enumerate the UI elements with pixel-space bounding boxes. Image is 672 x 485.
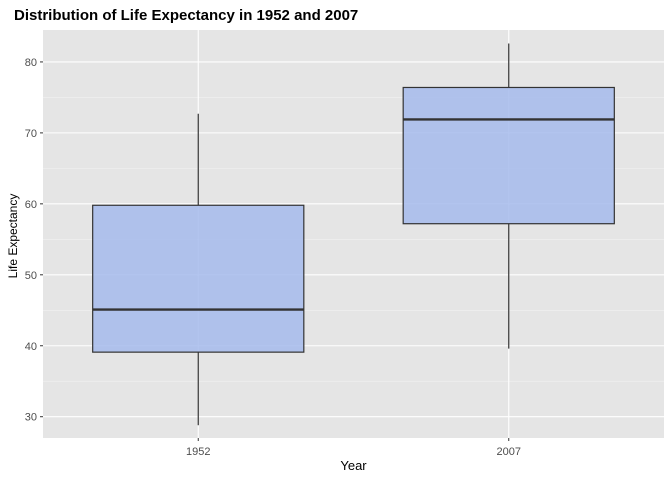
x-tick-label: 1952 [186,446,210,458]
boxes [92,43,615,426]
y-axis-label: Life Expectancy [6,194,20,279]
y-tick-label: 40 [25,341,37,353]
y-tick-label: 70 [25,128,37,140]
box-2007 [402,43,615,349]
y-tick-label: 50 [25,270,37,282]
y-tick-label: 60 [25,199,37,211]
x-tick-label: 2007 [497,446,521,458]
box-1952 [92,113,305,426]
iqr-box [402,86,615,225]
chart-title: Distribution of Life Expectancy in 1952 … [14,7,358,24]
axes: 30 40 50 60 70 80 1952 2007 [25,57,521,458]
y-tick-label: 30 [25,412,37,424]
y-tick-label: 80 [25,57,37,69]
x-axis-label: Year [340,458,367,473]
iqr-box [92,204,305,353]
